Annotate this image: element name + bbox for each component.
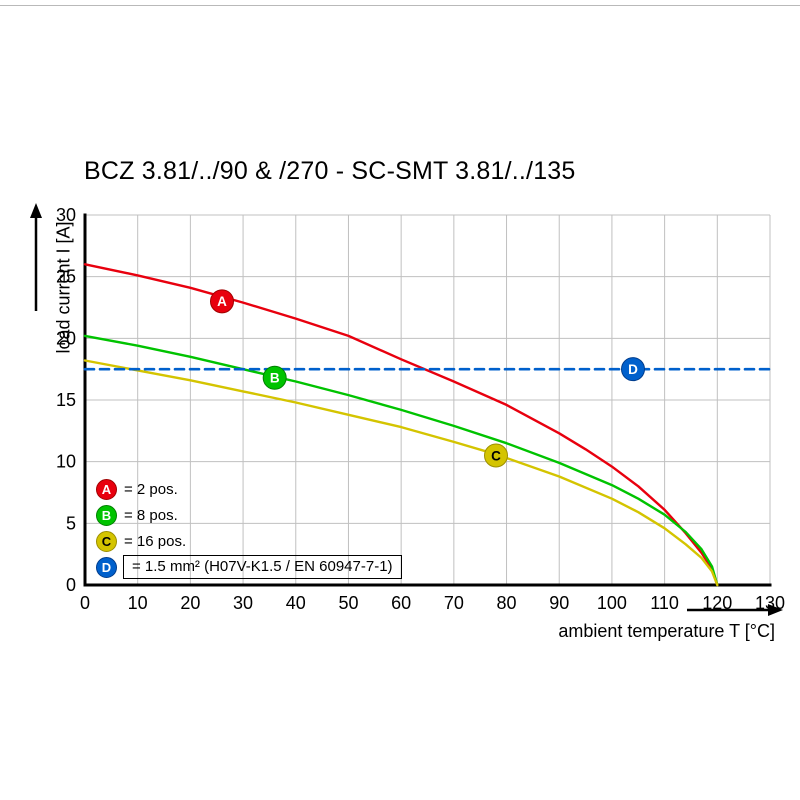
- legend-marker-A: A: [96, 478, 117, 500]
- y-tick-25: 25: [56, 267, 76, 287]
- legend-marker-D: D: [96, 556, 117, 578]
- legend-item-D: D = 1.5 mm² (H07V-K1.5 / EN 60947-7-1): [96, 554, 402, 580]
- x-tick-60: 60: [391, 593, 411, 613]
- x-tick-110: 110: [650, 593, 679, 613]
- x-tick-30: 30: [233, 593, 253, 613]
- legend-label-D: = 1.5 mm² (H07V-K1.5 / EN 60947-7-1): [123, 555, 402, 579]
- marker-D: D: [621, 357, 645, 382]
- chart-title: BCZ 3.81/../90 & /270 - SC-SMT 3.81/../1…: [84, 157, 576, 185]
- y-tick-0: 0: [66, 575, 76, 595]
- svg-text:C: C: [491, 448, 501, 463]
- x-tick-20: 20: [180, 593, 200, 613]
- svg-text:D: D: [628, 362, 638, 377]
- legend-item-C: C = 16 pos.: [96, 528, 402, 554]
- y-tick-10: 10: [56, 452, 76, 472]
- x-axis-arrow-icon: [687, 604, 783, 616]
- legend-label-A: = 2 pos.: [124, 480, 178, 498]
- y-axis-arrow-icon: [30, 203, 42, 311]
- y-tick-20: 20: [56, 328, 76, 348]
- x-tick-0: 0: [80, 593, 90, 613]
- legend-marker-B: B: [96, 504, 117, 526]
- legend-label-B: = 8 pos.: [124, 506, 178, 524]
- x-axis-label: ambient temperature T [°C]: [558, 621, 775, 641]
- legend-label-C: = 16 pos.: [124, 532, 187, 550]
- curve-B: [83, 334, 719, 587]
- x-tick-40: 40: [286, 593, 306, 613]
- x-tick-50: 50: [338, 593, 358, 613]
- y-tick-15: 15: [56, 390, 76, 410]
- x-tick-10: 10: [128, 593, 148, 613]
- svg-text:B: B: [270, 371, 280, 386]
- y-tick-30: 30: [56, 205, 76, 225]
- x-tick-70: 70: [444, 593, 464, 613]
- marker-C: C: [484, 443, 508, 468]
- axes: [83, 213, 772, 587]
- x-tick-80: 80: [497, 593, 517, 613]
- legend-item-B: B = 8 pos.: [96, 502, 402, 528]
- legend-item-A: A = 2 pos.: [96, 476, 402, 502]
- top-divider: [0, 5, 800, 6]
- marker-B: B: [262, 365, 287, 390]
- x-tick-100: 100: [597, 593, 627, 613]
- y-tick-5: 5: [66, 513, 76, 533]
- x-tick-90: 90: [549, 593, 569, 613]
- legend-marker-C: C: [96, 530, 117, 552]
- legend: A = 2 pos. B = 8 pos. C = 16 pos. D = 1.5 mm² (…: [96, 476, 402, 580]
- marker-A: A: [210, 289, 234, 314]
- svg-text:A: A: [217, 294, 227, 309]
- x-tick-120: 120: [702, 593, 732, 613]
